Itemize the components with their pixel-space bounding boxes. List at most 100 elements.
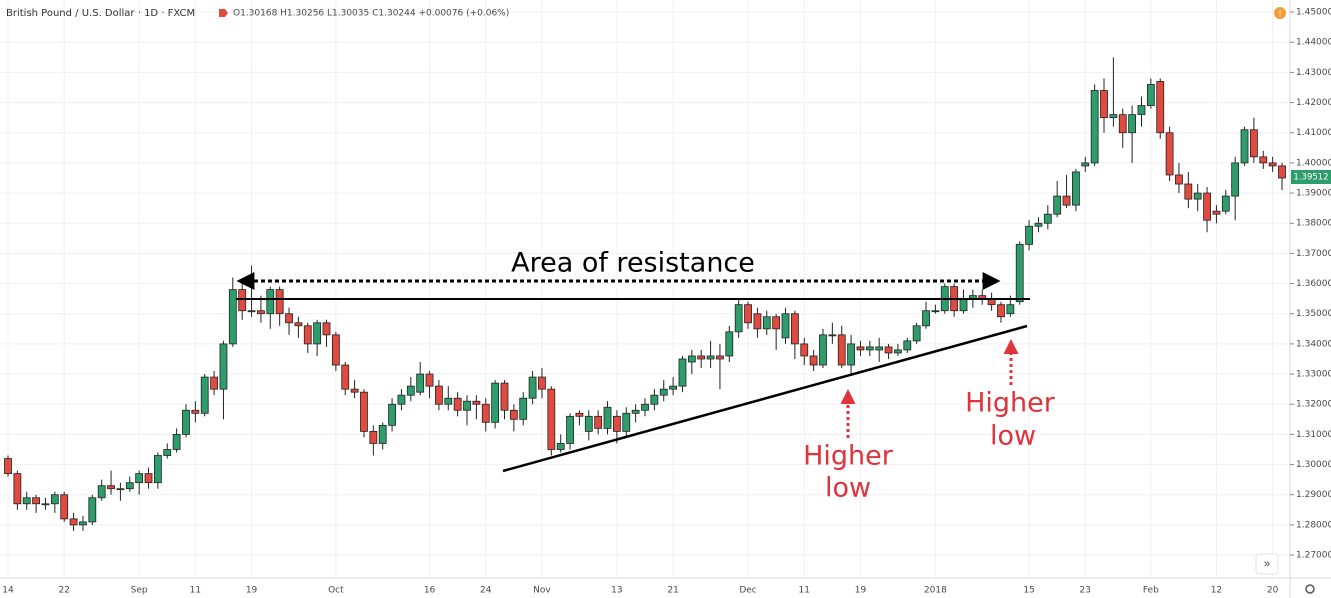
y-tick-label: 1.30000: [1296, 460, 1331, 470]
candle-body: [481, 403, 490, 423]
candle-body: [13, 473, 22, 505]
alert-icon-mark: !: [1278, 10, 1281, 19]
candle-body: [416, 373, 425, 393]
candle-body: [107, 485, 115, 490]
candle-body: [922, 310, 930, 327]
candle-body: [772, 316, 781, 330]
candle-body: [463, 400, 471, 411]
candle-body: [228, 289, 237, 345]
candle-body: [528, 376, 537, 399]
candle-body: [41, 503, 50, 506]
candle-body: [706, 355, 715, 360]
candle-body: [612, 415, 621, 432]
candle-body: [894, 349, 902, 354]
candle-body: [1175, 174, 1183, 185]
candle-body: [884, 346, 893, 354]
annotation: Higher: [965, 388, 1056, 419]
settings-icon[interactable]: [1305, 584, 1315, 594]
candle-body: [1146, 84, 1155, 106]
candle-body: [734, 304, 743, 333]
y-tick-label: 1.36000: [1296, 279, 1331, 289]
scroll-button-icon: »: [1263, 557, 1270, 571]
y-tick-label: 1.38000: [1296, 219, 1331, 229]
candle-body: [1184, 183, 1193, 200]
x-tick-label: 24: [480, 586, 492, 596]
candle-body: [369, 430, 378, 444]
y-tick-label: 1.31000: [1296, 430, 1331, 440]
candle-body: [678, 358, 687, 387]
candle-body: [509, 409, 518, 420]
y-tick-label: 1.34000: [1296, 339, 1331, 349]
candle-body: [378, 424, 387, 444]
candle-body: [1006, 304, 1015, 315]
candle-body: [875, 346, 884, 351]
candle-body: [125, 482, 134, 490]
candle-body: [1156, 81, 1165, 134]
y-tick-label: 1.39000: [1296, 189, 1331, 199]
candle-body: [659, 388, 668, 396]
candle-body: [182, 409, 190, 435]
candle-body: [313, 322, 322, 345]
candle-body: [1259, 156, 1268, 164]
x-tick-label: Dec: [739, 586, 756, 596]
candle-body: [1240, 129, 1249, 164]
x-tick-label: 11: [799, 586, 810, 596]
candle-body: [79, 521, 87, 526]
candle-body: [238, 289, 247, 312]
candle-body: [1062, 195, 1071, 206]
chart-title: British Pound / U.S. Dollar · 1D · FXCM: [6, 8, 195, 19]
x-tick-label: 15: [1023, 586, 1034, 596]
candle-body: [303, 325, 312, 345]
annotation: Higher: [803, 441, 894, 472]
candle-body: [641, 403, 649, 411]
candle-body: [453, 397, 462, 411]
y-tick-label: 1.35000: [1296, 309, 1331, 319]
annotation: low: [990, 421, 1036, 452]
candle-body: [1268, 162, 1277, 167]
y-tick-label: 1.45000: [1296, 8, 1331, 18]
y-tick-label: 1.41000: [1296, 128, 1331, 138]
alert-icon[interactable]: [1274, 7, 1286, 19]
candle-body: [800, 343, 809, 357]
candle-body: [997, 304, 1005, 318]
candle-body: [1137, 105, 1146, 116]
candle-body: [1221, 195, 1230, 212]
candle-body: [257, 310, 265, 315]
candle-body: [725, 331, 734, 357]
x-tick-label: Sep: [131, 586, 148, 596]
scroll-button[interactable]: [1255, 553, 1279, 575]
candle-body: [790, 313, 799, 345]
candle-body: [1025, 225, 1033, 245]
trend-line: [502, 324, 1028, 473]
candle-body: [22, 497, 31, 505]
candle-body: [1081, 162, 1090, 167]
candle-body: [275, 289, 284, 315]
candle-body: [1034, 222, 1043, 227]
candle-body: [519, 397, 528, 420]
candle-body: [435, 385, 443, 405]
last-price-label: 1.39512: [1293, 173, 1328, 183]
axis-labels: 1.27000 1.28000 1.29000 1.30000 1.31000 1.320…: [2, 8, 1331, 596]
last-price-box: [1291, 170, 1331, 184]
candle-body: [294, 322, 303, 327]
candle-body: [219, 343, 228, 390]
candle-body: [762, 316, 771, 330]
candle-body: [116, 488, 125, 491]
candle-body: [69, 518, 78, 526]
candle-body: [1249, 129, 1258, 158]
candle-body: [631, 409, 640, 414]
candle-body: [200, 376, 209, 414]
candle-body: [1043, 213, 1052, 224]
candle-body: [266, 289, 275, 315]
y-tick-label: 1.43000: [1296, 68, 1331, 78]
candle-body: [331, 334, 340, 366]
x-tick-label: Feb: [1143, 586, 1159, 596]
candle-body: [1072, 171, 1080, 206]
candle-body: [716, 355, 724, 360]
candle-body: [1203, 192, 1211, 221]
candle-body: [781, 313, 790, 339]
y-tick-label: 1.40000: [1296, 158, 1331, 168]
x-tick-label: 12: [1211, 586, 1222, 596]
candle-body: [144, 473, 153, 484]
